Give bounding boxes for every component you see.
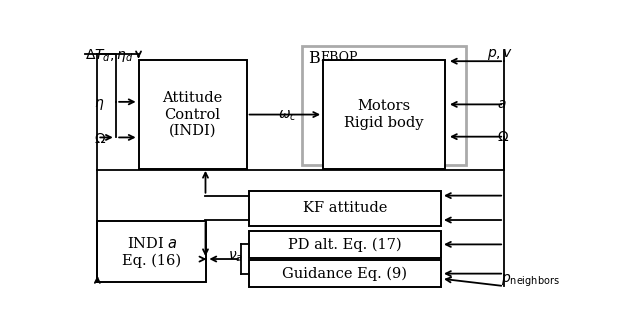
Text: $\nu_a$: $\nu_a$ [228, 249, 243, 264]
Text: $\Omega$: $\Omega$ [497, 130, 509, 144]
Text: $\omega_c$: $\omega_c$ [278, 109, 297, 123]
Text: PD alt. Eq. (17): PD alt. Eq. (17) [288, 237, 402, 251]
Text: EBOP: EBOP [320, 51, 358, 64]
Text: $\eta$: $\eta$ [94, 97, 104, 112]
Text: $a$: $a$ [497, 97, 506, 112]
Bar [323, 60, 445, 169]
Bar [249, 190, 441, 226]
Text: $p_{\rm neighbors}$: $p_{\rm neighbors}$ [500, 272, 559, 289]
Bar [249, 260, 441, 287]
Text: INDI $a$
Eq. (16): INDI $a$ Eq. (16) [122, 236, 182, 268]
Text: Guidance Eq. (9): Guidance Eq. (9) [282, 266, 408, 281]
Text: B: B [308, 50, 320, 67]
Text: $\Omega$: $\Omega$ [94, 132, 106, 146]
Text: Motors
Rigid body: Motors Rigid body [344, 99, 424, 130]
Bar [138, 60, 246, 169]
Bar [302, 47, 466, 165]
Bar [249, 231, 441, 258]
Text: Attitude
Control
(INDI): Attitude Control (INDI) [163, 91, 223, 138]
Text: $p, v$: $p, v$ [486, 47, 513, 62]
Text: $\Delta T_d, \eta_d$: $\Delta T_d, \eta_d$ [85, 47, 134, 64]
Text: KF attitude: KF attitude [303, 201, 387, 215]
Bar [97, 221, 207, 282]
